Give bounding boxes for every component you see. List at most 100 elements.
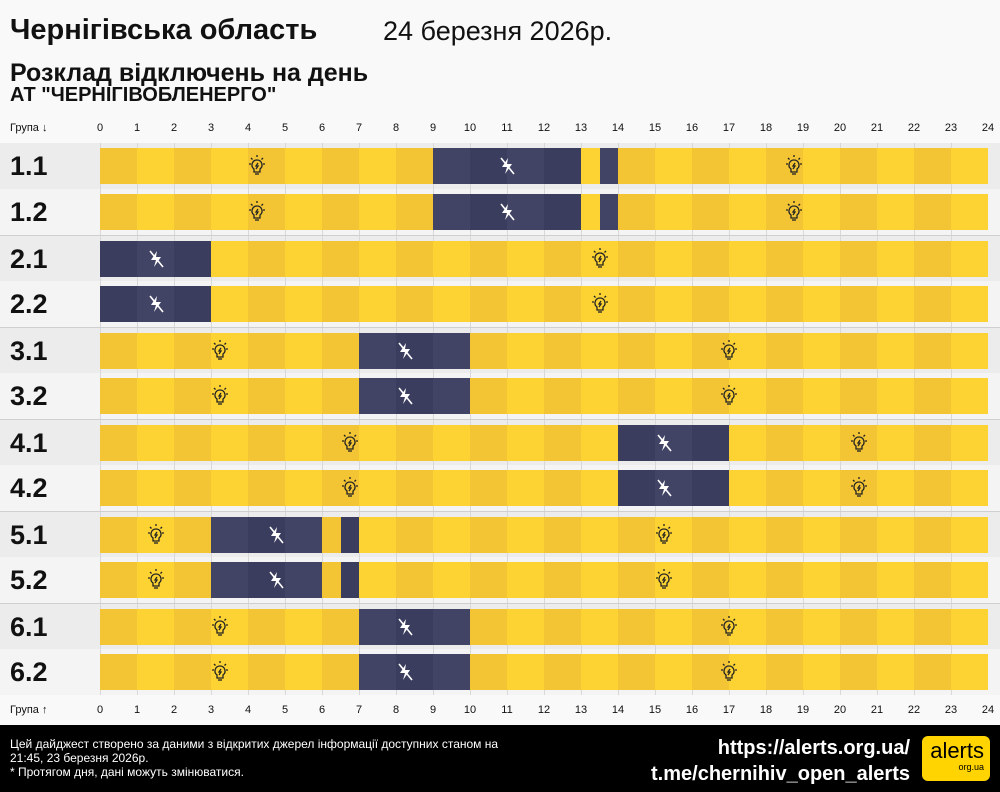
- power-cell: [248, 286, 285, 322]
- hour-tick: 23: [944, 122, 958, 134]
- power-cell: [877, 286, 914, 322]
- power-cell: [507, 562, 544, 598]
- hour-tick: 22: [907, 122, 921, 134]
- outage-cell: [599, 148, 618, 184]
- power-cell: [285, 470, 322, 506]
- power-cell: [137, 425, 174, 461]
- power-cell: [618, 241, 655, 277]
- power-cell: [248, 148, 285, 184]
- hour-tick: 12: [537, 122, 551, 134]
- hour-tick: 11: [501, 704, 513, 716]
- disclaimer-note: * Протягом дня, дані можуть змінюватися.: [10, 765, 244, 779]
- power-cell: [396, 286, 433, 322]
- power-cell: [877, 470, 914, 506]
- power-cell: [174, 333, 211, 369]
- power-cell: [396, 470, 433, 506]
- hour-tick: 18: [759, 122, 773, 134]
- hour-tick: 18: [759, 704, 773, 716]
- power-cell: [951, 286, 988, 322]
- power-cell: [729, 286, 766, 322]
- power-cell: [248, 609, 285, 645]
- power-cell: [322, 654, 341, 690]
- hour-tick: 6: [318, 704, 326, 716]
- power-cell: [877, 425, 914, 461]
- power-cell: [655, 517, 692, 553]
- power-cell: [692, 148, 729, 184]
- outage-cell: [340, 562, 359, 598]
- power-cell: [248, 378, 285, 414]
- lightbulb-icon: [210, 385, 230, 407]
- power-cell: [803, 609, 840, 645]
- power-cell: [766, 378, 803, 414]
- power-cell: [470, 425, 507, 461]
- outage-cell: [507, 194, 544, 230]
- group-row: 4.1: [0, 419, 1000, 466]
- hour-tick: 24: [981, 704, 995, 716]
- power-cell: [248, 654, 285, 690]
- power-cell: [840, 609, 877, 645]
- power-cell: [470, 378, 507, 414]
- power-cell: [507, 470, 544, 506]
- lightbulb-icon: [784, 201, 804, 223]
- power-cell: [655, 654, 692, 690]
- power-cell: [766, 286, 803, 322]
- hour-tick: 2: [170, 704, 178, 716]
- lightbulb-icon: [146, 524, 166, 546]
- power-cell: [174, 470, 211, 506]
- outage-cell: [359, 378, 396, 414]
- power-cell: [137, 333, 174, 369]
- power-cell: [877, 517, 914, 553]
- no-power-lightning-icon: [266, 569, 286, 591]
- power-cell: [433, 517, 470, 553]
- power-cell: [581, 562, 618, 598]
- power-cell: [396, 517, 433, 553]
- group-row: 6.2: [0, 649, 1000, 695]
- hour-tick: 12: [537, 704, 551, 716]
- power-cell: [951, 333, 988, 369]
- group-label: 1.2: [10, 197, 48, 227]
- no-power-lightning-icon: [497, 155, 517, 177]
- hour-tick: 9: [429, 122, 437, 134]
- hour-tick: 14: [611, 704, 625, 716]
- power-cell: [396, 194, 415, 230]
- power-cell: [951, 425, 988, 461]
- outage-cell: [544, 148, 581, 184]
- website-link[interactable]: https://alerts.org.ua/: [717, 737, 910, 759]
- group-label: 2.1: [10, 244, 48, 274]
- lightbulb-icon: [849, 432, 869, 454]
- power-cell: [803, 194, 840, 230]
- power-cell: [396, 562, 433, 598]
- hour-tick: 19: [796, 704, 810, 716]
- group-label-bottom: Група ↑: [10, 704, 48, 716]
- power-cell: [729, 378, 766, 414]
- hour-tick: 11: [501, 122, 513, 134]
- hour-axis-bottom: Група ↑ 0 1 2 3 4 5 6 7 8 9 10 11 12 13 14 15 16 17 18 19 20…: [0, 700, 1000, 722]
- group-label: 4.2: [10, 473, 48, 503]
- hour-tick: 17: [722, 704, 736, 716]
- power-cell: [359, 194, 396, 230]
- outage-cell: [433, 609, 470, 645]
- power-cell: [840, 241, 877, 277]
- power-cell: [544, 517, 581, 553]
- power-cell: [729, 148, 766, 184]
- power-cell: [211, 194, 248, 230]
- hour-tick: 24: [981, 122, 995, 134]
- power-cell: [359, 148, 396, 184]
- power-cell: [766, 241, 803, 277]
- hour-tick: 3: [207, 122, 215, 134]
- power-cell: [840, 562, 877, 598]
- power-cell: [433, 562, 470, 598]
- group-row: 5.1: [0, 511, 1000, 558]
- lightbulb-icon: [784, 155, 804, 177]
- outage-cell: [470, 148, 507, 184]
- outage-cell: [618, 470, 655, 506]
- outage-cell: [470, 194, 507, 230]
- power-cell: [581, 517, 618, 553]
- telegram-link[interactable]: t.me/chernihiv_open_alerts: [651, 763, 910, 785]
- no-power-lightning-icon: [266, 524, 286, 546]
- group-label: 3.2: [10, 381, 48, 411]
- hour-tick: 20: [833, 122, 847, 134]
- hour-tick: 16: [685, 122, 699, 134]
- group-label-top: Група ↓: [10, 122, 48, 134]
- power-cell: [914, 378, 951, 414]
